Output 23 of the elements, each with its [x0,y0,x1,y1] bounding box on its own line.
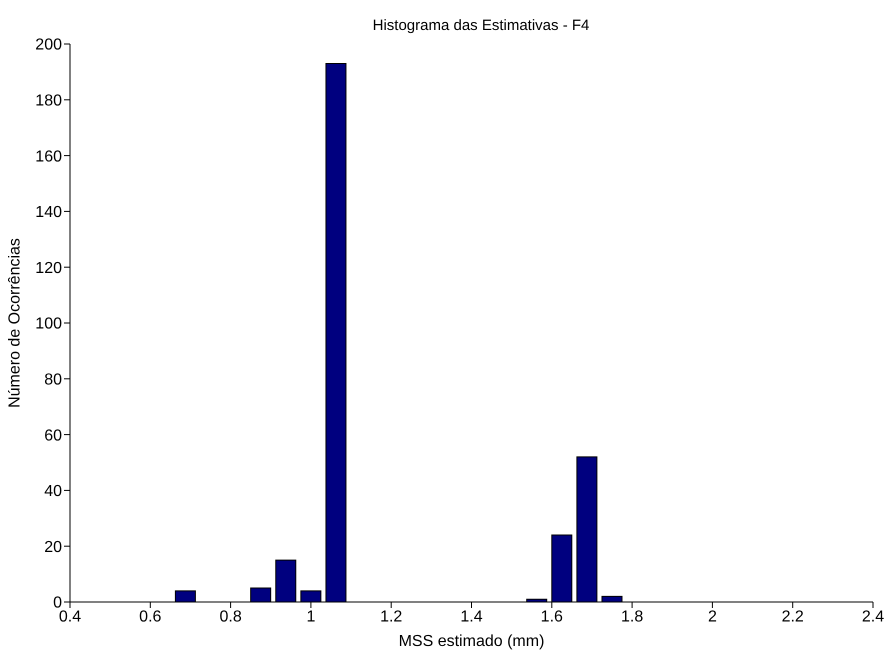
x-tick-label: 1 [306,608,316,626]
y-tick-label: 200 [35,36,62,54]
x-tick-label: 0.8 [219,608,242,626]
y-tick-label: 100 [35,316,62,333]
x-tick-label: 2.4 [862,608,884,626]
y-tick-label: 60 [44,427,62,444]
y-tick-label: 20 [44,538,62,556]
y-tick-label: 180 [35,92,62,110]
y-tick-label: 40 [44,483,62,500]
y-axis-title: Número de Ocorrências [6,238,24,408]
x-tick-label: 1.4 [460,608,483,626]
x-axis-title: MSS estimado (mm) [398,633,544,650]
x-tick-label: 2 [708,608,717,626]
x-tick-label: 2.2 [782,608,804,626]
y-tick-label: 120 [35,260,62,277]
y-tick-label: 160 [35,148,62,166]
y-tick-label: 140 [35,204,62,222]
x-tick-label: 1.6 [540,608,564,626]
chart-title: Histograma das Estimativas - F4 [372,17,590,34]
x-tick-label: 0.6 [139,608,162,626]
y-tick-label: 80 [44,371,62,388]
x-tick-label: 1.8 [620,608,644,626]
x-tick-label: 1.2 [380,608,402,626]
